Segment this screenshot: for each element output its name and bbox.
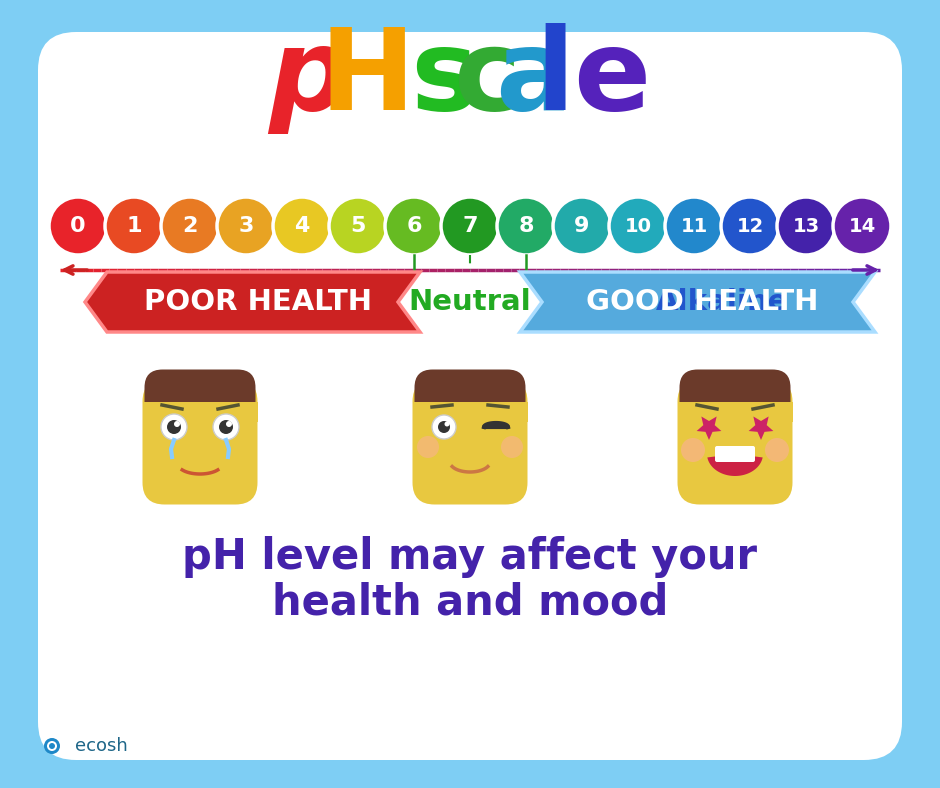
Circle shape bbox=[161, 414, 187, 440]
Text: 11: 11 bbox=[681, 217, 708, 236]
Circle shape bbox=[219, 420, 233, 434]
Circle shape bbox=[217, 197, 275, 255]
Circle shape bbox=[445, 422, 449, 426]
Circle shape bbox=[501, 436, 523, 458]
Text: 10: 10 bbox=[624, 217, 651, 236]
FancyBboxPatch shape bbox=[413, 380, 527, 504]
Text: Alkaline: Alkaline bbox=[656, 288, 789, 316]
Circle shape bbox=[47, 741, 57, 751]
Text: 0: 0 bbox=[70, 216, 86, 236]
Circle shape bbox=[385, 197, 443, 255]
Text: e: e bbox=[573, 23, 650, 133]
FancyBboxPatch shape bbox=[678, 380, 792, 504]
Circle shape bbox=[777, 197, 835, 255]
Circle shape bbox=[226, 421, 232, 427]
FancyBboxPatch shape bbox=[678, 402, 792, 422]
Text: 13: 13 bbox=[792, 217, 820, 236]
Text: 12: 12 bbox=[736, 217, 763, 236]
Circle shape bbox=[681, 438, 705, 462]
Circle shape bbox=[441, 197, 499, 255]
Circle shape bbox=[438, 421, 450, 433]
FancyBboxPatch shape bbox=[38, 32, 902, 760]
Text: c: c bbox=[453, 23, 521, 133]
FancyBboxPatch shape bbox=[413, 402, 527, 422]
Circle shape bbox=[44, 738, 60, 754]
Circle shape bbox=[432, 415, 456, 439]
Circle shape bbox=[833, 197, 891, 255]
Polygon shape bbox=[707, 454, 762, 476]
Circle shape bbox=[49, 197, 107, 255]
Text: 4: 4 bbox=[294, 216, 309, 236]
Circle shape bbox=[105, 197, 163, 255]
Text: GOOD HEALTH: GOOD HEALTH bbox=[587, 288, 819, 316]
Circle shape bbox=[49, 743, 55, 749]
Text: pH level may affect your: pH level may affect your bbox=[182, 536, 758, 578]
Circle shape bbox=[329, 197, 387, 255]
FancyBboxPatch shape bbox=[145, 370, 256, 419]
Text: 8: 8 bbox=[518, 216, 534, 236]
Text: l: l bbox=[535, 23, 574, 133]
Polygon shape bbox=[748, 417, 774, 440]
Text: Neutral: Neutral bbox=[409, 288, 531, 316]
Text: 9: 9 bbox=[574, 216, 589, 236]
FancyBboxPatch shape bbox=[415, 370, 525, 419]
FancyBboxPatch shape bbox=[680, 370, 791, 419]
Text: p: p bbox=[268, 23, 350, 133]
Circle shape bbox=[167, 420, 181, 434]
Circle shape bbox=[665, 197, 723, 255]
Polygon shape bbox=[520, 272, 875, 332]
Text: 7: 7 bbox=[462, 216, 478, 236]
Text: s: s bbox=[410, 23, 478, 133]
Text: ecosh: ecosh bbox=[75, 737, 128, 755]
Polygon shape bbox=[697, 417, 721, 440]
Text: 2: 2 bbox=[182, 216, 197, 236]
Circle shape bbox=[213, 414, 239, 440]
Circle shape bbox=[161, 197, 219, 255]
Text: a: a bbox=[495, 23, 572, 133]
Circle shape bbox=[609, 197, 667, 255]
FancyBboxPatch shape bbox=[715, 446, 755, 462]
Circle shape bbox=[174, 421, 180, 427]
Text: 5: 5 bbox=[351, 216, 366, 236]
Circle shape bbox=[497, 197, 555, 255]
FancyBboxPatch shape bbox=[143, 402, 258, 422]
Circle shape bbox=[273, 197, 331, 255]
Circle shape bbox=[417, 436, 439, 458]
Circle shape bbox=[721, 197, 779, 255]
FancyBboxPatch shape bbox=[143, 380, 258, 504]
Text: POOR HEALTH: POOR HEALTH bbox=[144, 288, 371, 316]
Circle shape bbox=[553, 197, 611, 255]
Polygon shape bbox=[85, 272, 420, 332]
Text: 1: 1 bbox=[126, 216, 142, 236]
Text: 3: 3 bbox=[239, 216, 254, 236]
Circle shape bbox=[765, 438, 789, 462]
Text: H: H bbox=[320, 23, 415, 133]
Text: health and mood: health and mood bbox=[272, 582, 668, 623]
Text: 6: 6 bbox=[406, 216, 422, 236]
Text: Acidic: Acidic bbox=[113, 288, 212, 316]
Text: 14: 14 bbox=[849, 217, 876, 236]
